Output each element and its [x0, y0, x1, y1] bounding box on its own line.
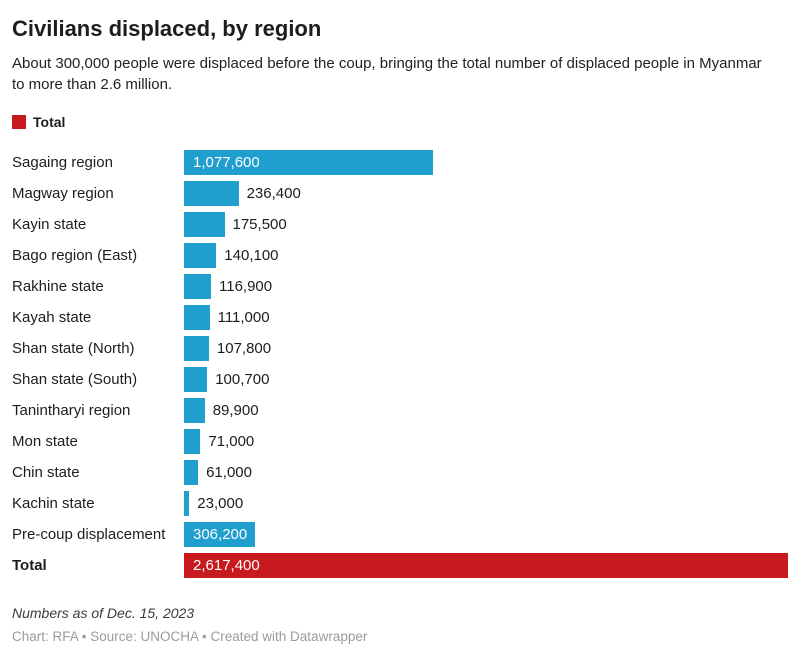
value-label: 1,077,600 [193, 154, 260, 172]
row-label: Shan state (South) [12, 371, 138, 389]
row-label: Kachin state [12, 495, 95, 513]
bar-track: 23,000 [184, 491, 788, 517]
value-label: 23,000 [197, 495, 244, 513]
bar-track: 61,000 [184, 460, 788, 486]
chart-row: Kachin state 23,000 [12, 488, 788, 519]
bar [184, 398, 205, 424]
bar [184, 274, 211, 300]
bar-track: 107,800 [184, 336, 788, 362]
chart-attribution: Chart: RFA • Source: UNOCHA • Created wi… [12, 629, 368, 645]
bar [184, 243, 217, 269]
value-label: 306,200 [193, 526, 248, 544]
chart-row: Chin state 61,000 [12, 457, 788, 488]
bar-track: 1,077,600 [184, 150, 788, 176]
chart-row: Rakhine state 116,900 [12, 271, 788, 302]
chart-row: Magway region 236,400 [12, 178, 788, 209]
legend-swatch-total [12, 115, 26, 130]
bar-track: 89,900 [184, 398, 788, 424]
chart-row: Tanintharyi region 89,900 [12, 395, 788, 426]
chart-row: Kayin state 175,500 [12, 209, 788, 240]
value-label: 107,800 [216, 340, 272, 358]
chart-row: Bago region (East) 140,100 [12, 240, 788, 271]
bar: 306,200 [184, 522, 255, 548]
bar-track: 306,200 [184, 522, 788, 548]
bar [184, 491, 190, 517]
chart-row: Sagaing region 1,077,600 [12, 147, 788, 178]
row-label: Pre-coup displacement [12, 526, 166, 544]
chart-footnote: Numbers as of Dec. 15, 2023 [12, 605, 195, 622]
bar-track: 175,500 [184, 212, 788, 238]
row-label: Bago region (East) [12, 247, 138, 265]
chart-subtitle: About 300,000 people were displaced befo… [12, 55, 762, 94]
value-label: 111,000 [217, 309, 270, 327]
chart-row: Shan state (North) 107,800 [12, 333, 788, 364]
value-label: 61,000 [206, 464, 252, 482]
value-label: 116,900 [219, 278, 273, 296]
bar-track: 71,000 [184, 429, 788, 455]
chart-row: Shan state (South) 100,700 [12, 364, 788, 395]
row-label: Total [12, 557, 47, 575]
row-label: Sagaing region [12, 154, 113, 172]
bar-chart: Sagaing region 1,077,600 Magway region 236,… [12, 147, 788, 581]
bar-track: 116,900 [184, 274, 788, 300]
chart-row: Total 2,617,400 [12, 550, 788, 581]
row-label: Shan state (North) [12, 340, 135, 358]
bar [184, 460, 199, 486]
bar-track: 2,617,400 [184, 553, 788, 579]
row-label: Kayah state [12, 309, 92, 327]
row-label: Tanintharyi region [12, 402, 131, 420]
bar: 1,077,600 [184, 150, 433, 176]
bar [184, 212, 225, 238]
value-label: 100,700 [215, 371, 270, 389]
bar-track: 236,400 [184, 181, 788, 207]
chart-row: Pre-coup displacement 306,200 [12, 519, 788, 550]
bar [184, 336, 209, 362]
bar-track: 140,100 [184, 243, 788, 269]
bar-track: 100,700 [184, 367, 788, 393]
chart-title: Civilians displaced, by region [12, 16, 322, 41]
row-label: Rakhine state [12, 278, 104, 296]
row-label: Kayin state [12, 216, 87, 234]
bar [184, 305, 210, 331]
value-label: 89,900 [212, 402, 259, 420]
bar-track: 111,000 [184, 305, 788, 331]
legend-label: Total [33, 114, 66, 131]
row-label: Magway region [12, 185, 114, 203]
row-label: Chin state [12, 464, 80, 482]
legend: Total [12, 114, 788, 130]
value-label: 236,400 [246, 185, 301, 203]
value-label: 2,617,400 [193, 557, 260, 575]
total-bar: 2,617,400 [184, 553, 788, 579]
bar [184, 181, 239, 207]
value-label: 175,500 [232, 216, 287, 234]
bar [184, 429, 201, 455]
value-label: 71,000 [208, 433, 255, 451]
chart-row: Mon state 71,000 [12, 426, 788, 457]
bar [184, 367, 208, 393]
chart-row: Kayah state 111,000 [12, 302, 788, 333]
value-label: 140,100 [224, 247, 279, 265]
row-label: Mon state [12, 433, 78, 451]
